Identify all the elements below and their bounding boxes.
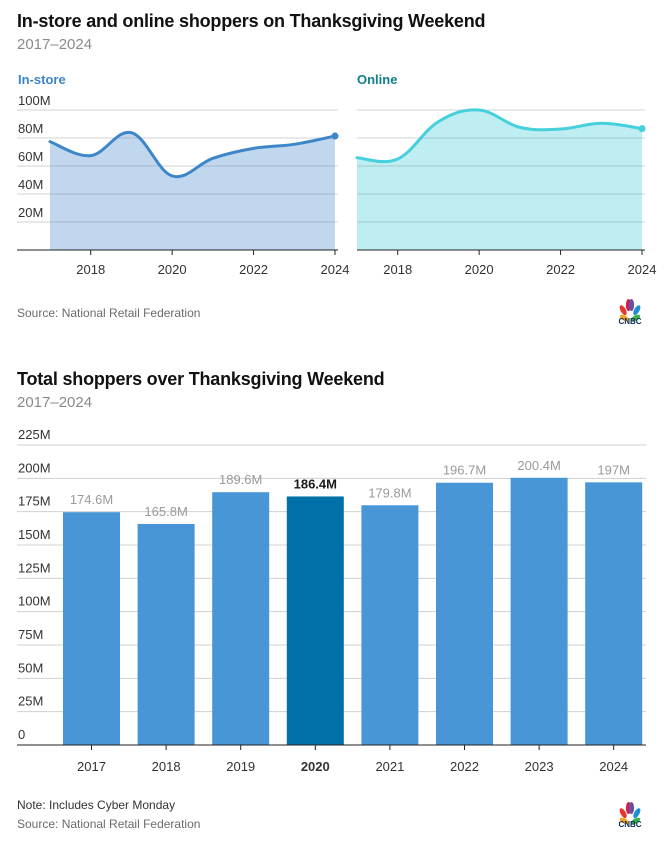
bar-2019 [212, 492, 270, 745]
online-area [357, 109, 642, 250]
instore-y-tick-label: 100M [18, 93, 51, 108]
online-panel-label: Online [357, 72, 398, 87]
bar-2018 [137, 523, 195, 745]
bottom-chart-title: Total shoppers over Thanksgiving Weekend [17, 369, 385, 389]
online-x-tick-label: 2024 [628, 262, 657, 277]
instore-point [331, 132, 339, 140]
cnbc-peacock-icon: CNBC [618, 299, 642, 326]
bar-value-label: 200.4M [517, 458, 560, 473]
line-charts: 2018 2020 2022 2024 20M 40M 60M 80M 100M 2018 2020… [17, 93, 657, 277]
bar-y-tick-label: 225M [18, 427, 51, 442]
online-x-tick-label: 2020 [465, 262, 494, 277]
bar-x-tick-label: 2019 [226, 759, 255, 774]
bar-2023 [510, 477, 568, 745]
bar-y-tick-label: 0 [18, 727, 25, 742]
bar-y-tick-label: 150M [18, 527, 51, 542]
bar-2020 [286, 496, 344, 745]
instore-y-tick-label: 60M [18, 149, 43, 164]
bar-2022 [436, 482, 493, 745]
online-line [355, 108, 644, 164]
bar-value-label: 179.8M [368, 485, 411, 500]
cnbc-peacock-icon: CNBC [618, 802, 642, 829]
instore-x-tick-label: 2020 [158, 262, 187, 277]
bar-y-tick-label: 100M [18, 594, 51, 609]
bar-y-tick-label: 175M [18, 494, 51, 509]
cnbc-logo-top: CNBC [612, 297, 648, 326]
online-x-tick-label: 2018 [383, 262, 412, 277]
top-source: Source: National Retail Federation [17, 306, 201, 320]
instore-y-tick-label: 20M [18, 205, 43, 220]
instore-x-tick-label: 2024 [321, 262, 350, 277]
bar-x-tick-label: 2021 [375, 759, 404, 774]
bar-x-tick-label: 2023 [525, 759, 554, 774]
cnbc-logo-bottom: CNBC [612, 800, 648, 829]
bar-x-tick-label: 2018 [152, 759, 181, 774]
bar-y-tick-label: 125M [18, 560, 51, 575]
cnbc-logo-text: CNBC [618, 820, 641, 828]
instore-line [48, 131, 337, 179]
bar-2017 [63, 512, 120, 745]
bar-2021 [361, 505, 419, 745]
bar-value-label: 174.6M [70, 492, 113, 507]
instore-panel-label: In-store [18, 72, 66, 87]
bar-y-tick-label: 25M [18, 694, 43, 709]
online-x-tick-label: 2022 [546, 262, 575, 277]
bottom-note: Note: Includes Cyber Monday [17, 798, 176, 812]
bar-x-tick-label: 2017 [77, 759, 106, 774]
bar-chart: 0 25M 50M 75M 100M 125M 150M 175M 200M 225M 174.6M… [17, 427, 646, 774]
bar-value-label: 196.7M [443, 463, 486, 478]
instore-x-tick-label: 2022 [239, 262, 268, 277]
bar-value-label: 165.8M [144, 504, 187, 519]
cnbc-logo-text: CNBC [618, 317, 641, 325]
bottom-source: Source: National Retail Federation [17, 817, 201, 831]
bar-value-label: 189.6M [219, 472, 262, 487]
top-chart-subtitle: 2017–2024 [17, 36, 93, 53]
bottom-chart-subtitle: 2017–2024 [17, 394, 93, 411]
instore-x-tick-label: 2018 [76, 262, 105, 277]
online-point [638, 125, 646, 133]
bar-x-tick-label: 2022 [450, 759, 479, 774]
bar-y-tick-label: 200M [18, 460, 51, 475]
bar-value-label: 186.4M [294, 476, 337, 491]
bar-value-label: 197M [597, 462, 630, 477]
top-chart-title: In-store and online shoppers on Thanksgi… [17, 11, 486, 31]
bar-y-tick-label: 75M [18, 627, 43, 642]
bar-x-tick-label: 2024 [599, 759, 628, 774]
bar-y-tick-label: 50M [18, 660, 43, 675]
bar-x-tick-label: 2020 [301, 759, 330, 774]
instore-y-tick-label: 40M [18, 177, 43, 192]
instore-y-tick-label: 80M [18, 121, 43, 136]
bar-2024 [585, 482, 643, 745]
instore-area [50, 132, 335, 250]
